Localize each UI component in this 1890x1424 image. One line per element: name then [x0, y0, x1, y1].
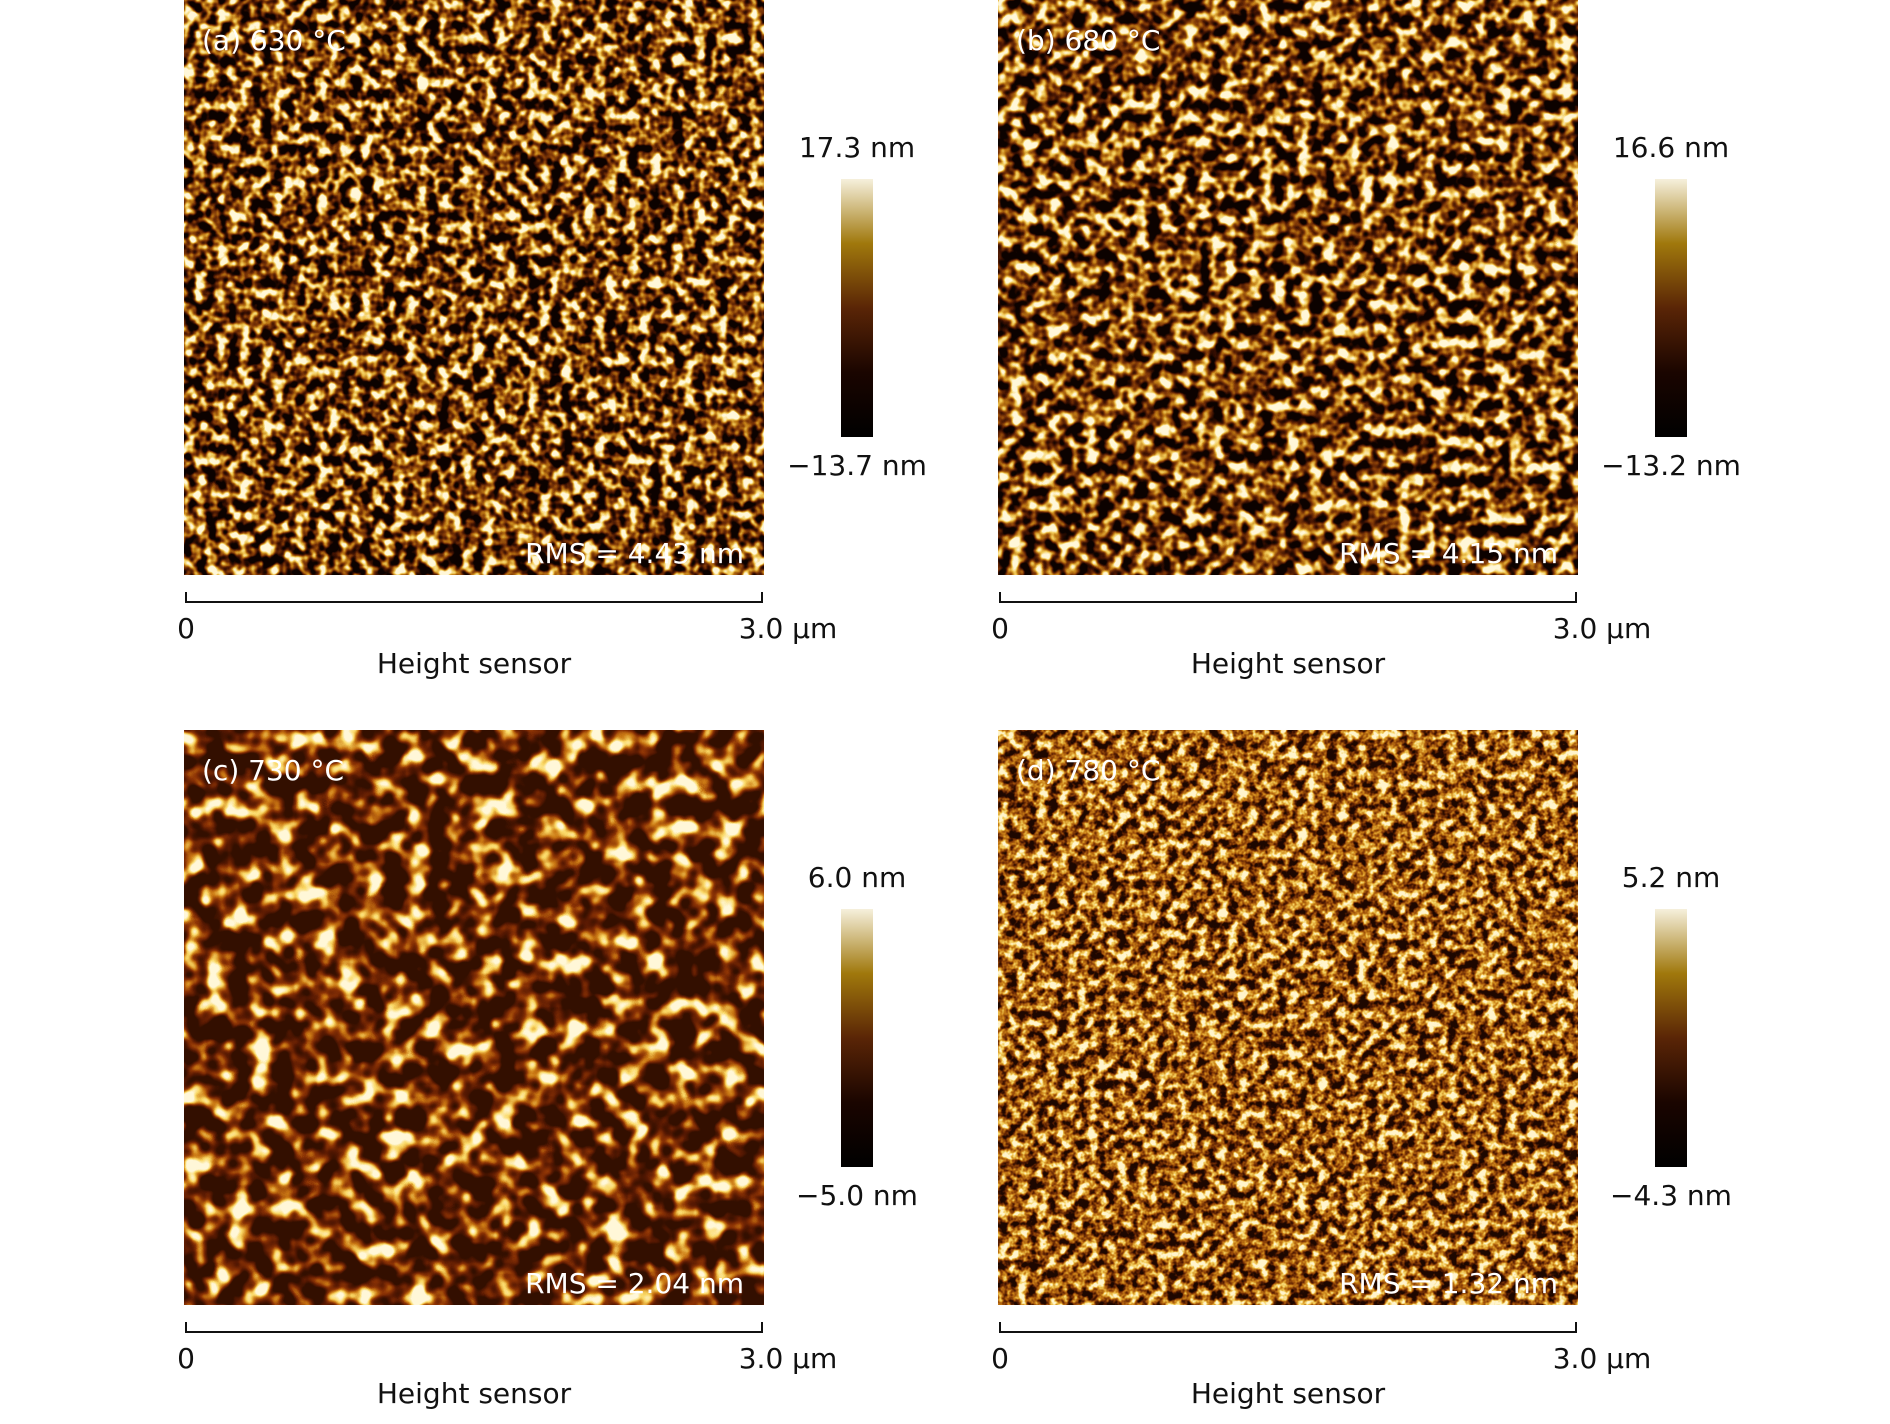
scale-bar	[999, 592, 1577, 603]
color-bar-min: −13.2 nm	[1601, 449, 1741, 482]
panel-label: (a) 630 °C	[202, 24, 346, 57]
color-bar	[841, 909, 873, 1167]
scale-start: 0	[177, 612, 195, 645]
scale-end: 3.0 µm	[739, 1342, 838, 1375]
panel: (b) 680 °C RMS = 4.15 nm 16.6 nm −13.2 nm 0 3…	[991, 0, 1741, 680]
scale-end: 3.0 µm	[739, 612, 838, 645]
scale-end: 3.0 µm	[1553, 1342, 1652, 1375]
rms-label: RMS = 4.15 nm	[1339, 537, 1558, 570]
panel: (c) 730 °C RMS = 2.04 nm 6.0 nm −5.0 nm 0 3.0…	[177, 730, 918, 1410]
color-bar-min: −4.3 nm	[1610, 1179, 1732, 1212]
afm-image	[184, 0, 764, 575]
color-bar	[841, 179, 873, 437]
scale-bar	[185, 1322, 763, 1333]
scale-bar	[999, 1322, 1577, 1333]
panel: (d) 780 °C RMS = 1.32 nm 5.2 nm −4.3 nm 0 3.0…	[991, 730, 1732, 1410]
color-bar-max: 5.2 nm	[1622, 861, 1720, 894]
rms-label: RMS = 2.04 nm	[525, 1267, 744, 1300]
scale-bar	[185, 592, 763, 603]
scale-start: 0	[177, 1342, 195, 1375]
panel-label: (c) 730 °C	[202, 754, 344, 787]
panel: (a) 630 °C RMS = 4.43 nm 17.3 nm −13.7 nm 0 3…	[177, 0, 927, 680]
rms-label: RMS = 4.43 nm	[525, 537, 744, 570]
axis-label: Height sensor	[1191, 647, 1386, 680]
color-bar	[1655, 179, 1687, 437]
scale-start: 0	[991, 1342, 1009, 1375]
color-bar-max: 6.0 nm	[808, 861, 906, 894]
panel-label: (d) 780 °C	[1016, 754, 1160, 787]
scale-start: 0	[991, 612, 1009, 645]
axis-label: Height sensor	[1191, 1377, 1386, 1410]
axis-label: Height sensor	[377, 647, 572, 680]
rms-label: RMS = 1.32 nm	[1339, 1267, 1558, 1300]
panel-label: (b) 680 °C	[1016, 24, 1160, 57]
scale-end: 3.0 µm	[1553, 612, 1652, 645]
color-bar-min: −5.0 nm	[796, 1179, 918, 1212]
color-bar-max: 17.3 nm	[799, 131, 915, 164]
color-bar-min: −13.7 nm	[787, 449, 927, 482]
afm-image	[998, 0, 1578, 575]
color-bar-max: 16.6 nm	[1613, 131, 1729, 164]
color-bar	[1655, 909, 1687, 1167]
axis-label: Height sensor	[377, 1377, 572, 1410]
afm-image	[998, 730, 1578, 1305]
afm-image	[184, 730, 764, 1305]
